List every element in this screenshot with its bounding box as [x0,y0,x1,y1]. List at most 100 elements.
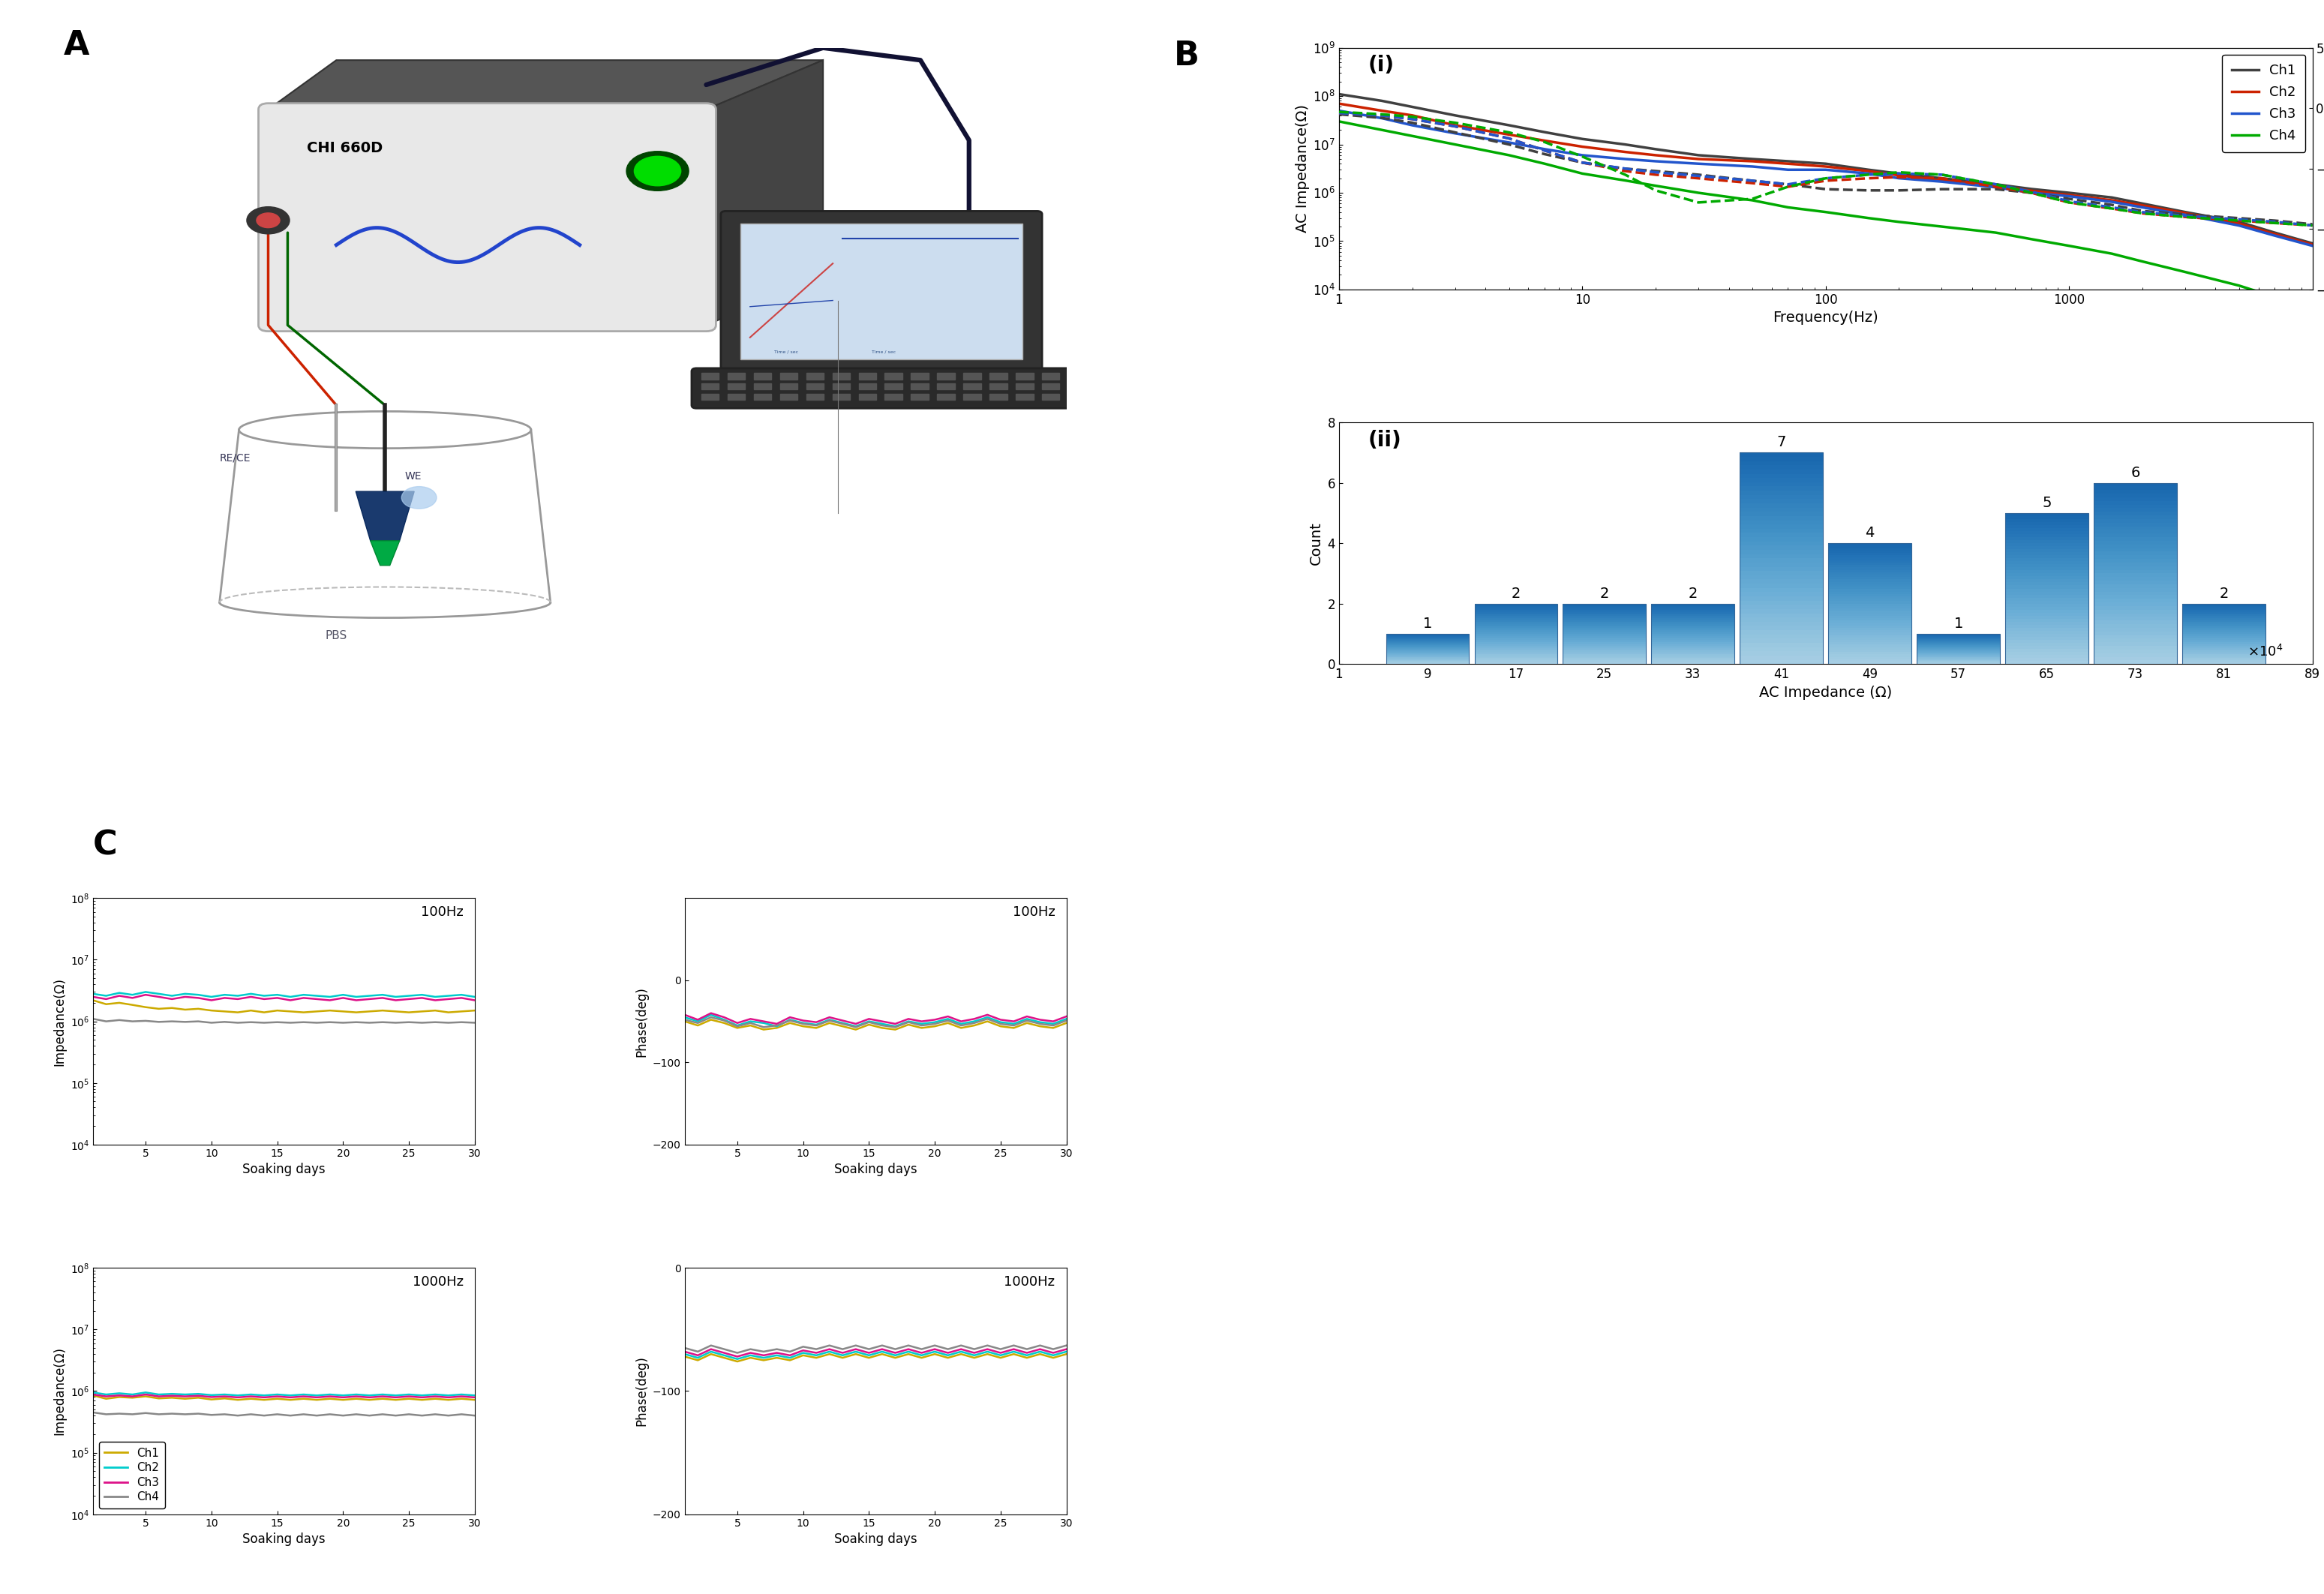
Bar [2006,604,2089,607]
Bar [2094,497,2178,501]
Text: 1: 1 [1422,617,1432,631]
Y-axis label: Count: Count [1308,521,1322,564]
Bar [2094,555,2178,559]
Bar [781,394,797,400]
Ch3 [79,1385,107,1404]
Bar [1741,563,1822,567]
Bar [1652,604,1734,665]
Ch2 [460,1385,488,1404]
Bar [1741,529,1822,532]
Bar [1741,465,1822,470]
Bar [2006,574,2089,577]
Ch1 [93,1390,121,1409]
Ch3 [198,1387,225,1406]
Ch2 [184,1384,211,1403]
Bar [781,373,797,379]
Ch1 [172,1390,200,1409]
Bar [2094,599,2178,603]
Bar [885,394,902,400]
Ch3 [302,1388,330,1408]
Bar [1829,577,1910,579]
Bar [1829,569,1910,572]
Bar [1829,614,1910,615]
Bar [1741,453,1822,457]
Bar [2006,567,2089,571]
Ch3 [251,1388,279,1408]
Ch4 [356,1406,383,1425]
Ch3 [132,1385,160,1404]
Ch2 [395,1385,423,1404]
Bar [1829,601,1910,604]
Ch2 [330,1385,358,1404]
Text: PBS: PBS [325,630,346,642]
Bar [2006,582,2089,585]
Bar [1829,649,1910,652]
Bar [2006,631,2089,634]
Bar [2094,634,2178,639]
Bar [2094,577,2178,580]
Ch2 [421,1385,449,1404]
Line: Ch4: Ch4 [93,1412,474,1415]
Bar [2006,655,2089,658]
Ch1 [330,1390,358,1409]
Bar [1829,596,1910,599]
Bar [2094,628,2178,631]
Bar [1741,481,1822,486]
Ch2 [370,1385,397,1404]
Circle shape [627,151,688,191]
Ch4 [158,1404,186,1423]
Ch2 [105,1384,132,1403]
Bar [2006,585,2089,588]
Bar [2006,628,2089,631]
Bar [2006,591,2089,595]
Bar [2006,649,2089,652]
Bar [1829,579,1910,582]
Bar [964,394,981,400]
Bar [2094,620,2178,625]
Text: RE/CE: RE/CE [218,453,251,462]
Ch2 [251,1385,279,1404]
Bar [2006,607,2089,609]
Ch2 [302,1385,330,1404]
Bar [1829,606,1910,609]
Ch3 [263,1387,290,1406]
Ch3 [421,1387,449,1406]
Bar [2094,606,2178,609]
Ch1 [381,1390,409,1409]
Bar [858,394,876,400]
Bar [1829,630,1910,633]
Line: Ch2: Ch2 [93,1393,474,1395]
Ch3 [449,1387,476,1406]
Bar [2006,612,2089,615]
Ch4 [237,1404,265,1423]
Polygon shape [706,61,823,325]
Bar [885,383,902,389]
Bar [1829,572,1910,574]
Ch4 [460,1406,488,1425]
Bar [1741,507,1822,512]
Bar [2094,486,2178,489]
Ch2 [119,1385,146,1404]
Bar [911,373,930,379]
Bar [937,373,955,379]
Text: 1: 1 [1954,617,1964,631]
Ch3 [277,1388,304,1408]
Ch3 [381,1388,409,1408]
Bar [2094,603,2178,606]
Bar [1829,567,1910,569]
Text: B: B [1174,40,1199,72]
Ch1 [421,1390,449,1409]
Bar [1829,591,1910,595]
Text: A: A [63,29,91,62]
Bar [858,373,876,379]
Circle shape [256,214,279,228]
Bar [1829,544,1910,665]
Bar [1564,604,1645,665]
Ch2 [93,1385,121,1404]
Bar [2094,591,2178,595]
Y-axis label: Impedance(Ω): Impedance(Ω) [53,977,65,1066]
Bar [2182,604,2266,665]
Bar [964,383,981,389]
Bar [2006,638,2089,639]
Y-axis label: AC Impedance(Ω): AC Impedance(Ω) [1294,105,1311,233]
